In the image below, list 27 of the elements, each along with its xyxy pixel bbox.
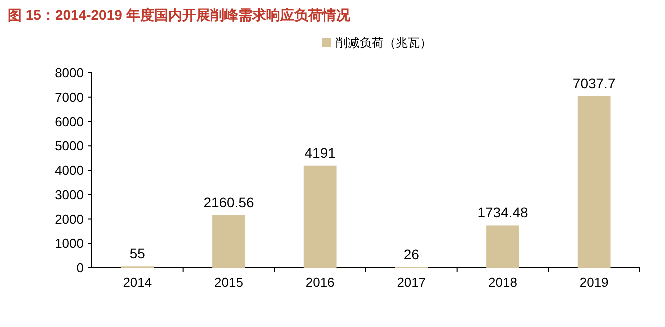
y-tick-label: 5000 [55,138,84,154]
y-tick-label: 7000 [55,90,84,105]
x-tick-label: 2017 [397,275,426,290]
x-tick-label: 2016 [306,275,335,290]
legend-label: 削减负荷（兆瓦） [336,36,432,50]
data-label: 26 [404,246,420,262]
y-tick-label: 6000 [55,114,84,130]
bar [486,226,520,268]
bar [304,166,337,268]
y-tick-label: 4000 [55,163,84,178]
y-tick-label: 0 [76,260,84,276]
chart-title: 图 15：2014-2019 年度国内开展削峰需求响应负荷情况 [8,7,352,23]
bar [578,96,611,268]
y-tick-label: 2000 [55,212,84,227]
y-tick-label: 3000 [55,187,84,202]
x-tick-label: 2018 [488,275,518,290]
data-label: 7037.7 [572,75,616,92]
y-tick-label: 1000 [55,236,84,252]
x-tick-label: 2019 [580,275,609,290]
data-label: 4191 [304,144,336,161]
x-tick-label: 2015 [214,275,244,290]
data-label: 55 [130,246,146,262]
data-label: 1734.48 [478,204,529,221]
y-tick-label: 8000 [55,66,84,80]
x-tick-label: 2014 [123,275,152,290]
bar [212,215,246,268]
data-label: 2160.56 [204,194,255,210]
